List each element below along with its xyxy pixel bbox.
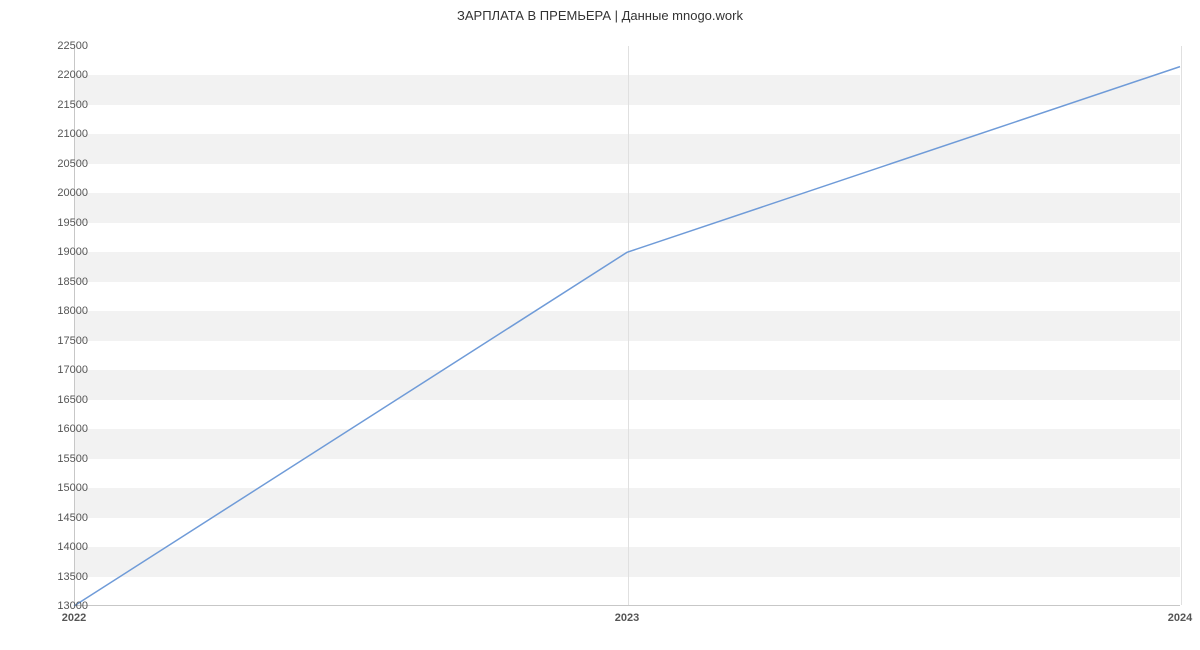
- y-tick-label: 20000: [38, 187, 88, 199]
- grid-vline: [1181, 46, 1182, 605]
- y-tick-label: 21000: [38, 128, 88, 140]
- chart-title: ЗАРПЛАТА В ПРЕМЬЕРА | Данные mnogo.work: [0, 0, 1200, 23]
- series-line: [74, 67, 1180, 606]
- line-series: [74, 46, 1180, 606]
- y-tick-label: 15000: [38, 482, 88, 494]
- y-tick-label: 18000: [38, 305, 88, 317]
- y-tick-label: 15500: [38, 453, 88, 465]
- y-tick-label: 16000: [38, 423, 88, 435]
- x-tick-label: 2023: [615, 612, 639, 624]
- y-tick-label: 17500: [38, 335, 88, 347]
- x-tick-label: 2024: [1168, 612, 1192, 624]
- y-tick-label: 14000: [38, 541, 88, 553]
- y-tick-label: 16500: [38, 394, 88, 406]
- chart-container: [74, 46, 1180, 606]
- y-tick-label: 22000: [38, 69, 88, 81]
- y-tick-label: 17000: [38, 364, 88, 376]
- y-tick-label: 21500: [38, 99, 88, 111]
- y-tick-label: 13000: [38, 600, 88, 612]
- y-tick-label: 22500: [38, 40, 88, 52]
- y-tick-label: 18500: [38, 276, 88, 288]
- y-tick-label: 14500: [38, 512, 88, 524]
- y-tick-label: 19000: [38, 246, 88, 258]
- y-tick-label: 20500: [38, 158, 88, 170]
- y-tick-label: 19500: [38, 217, 88, 229]
- y-tick-label: 13500: [38, 571, 88, 583]
- x-tick-label: 2022: [62, 612, 86, 624]
